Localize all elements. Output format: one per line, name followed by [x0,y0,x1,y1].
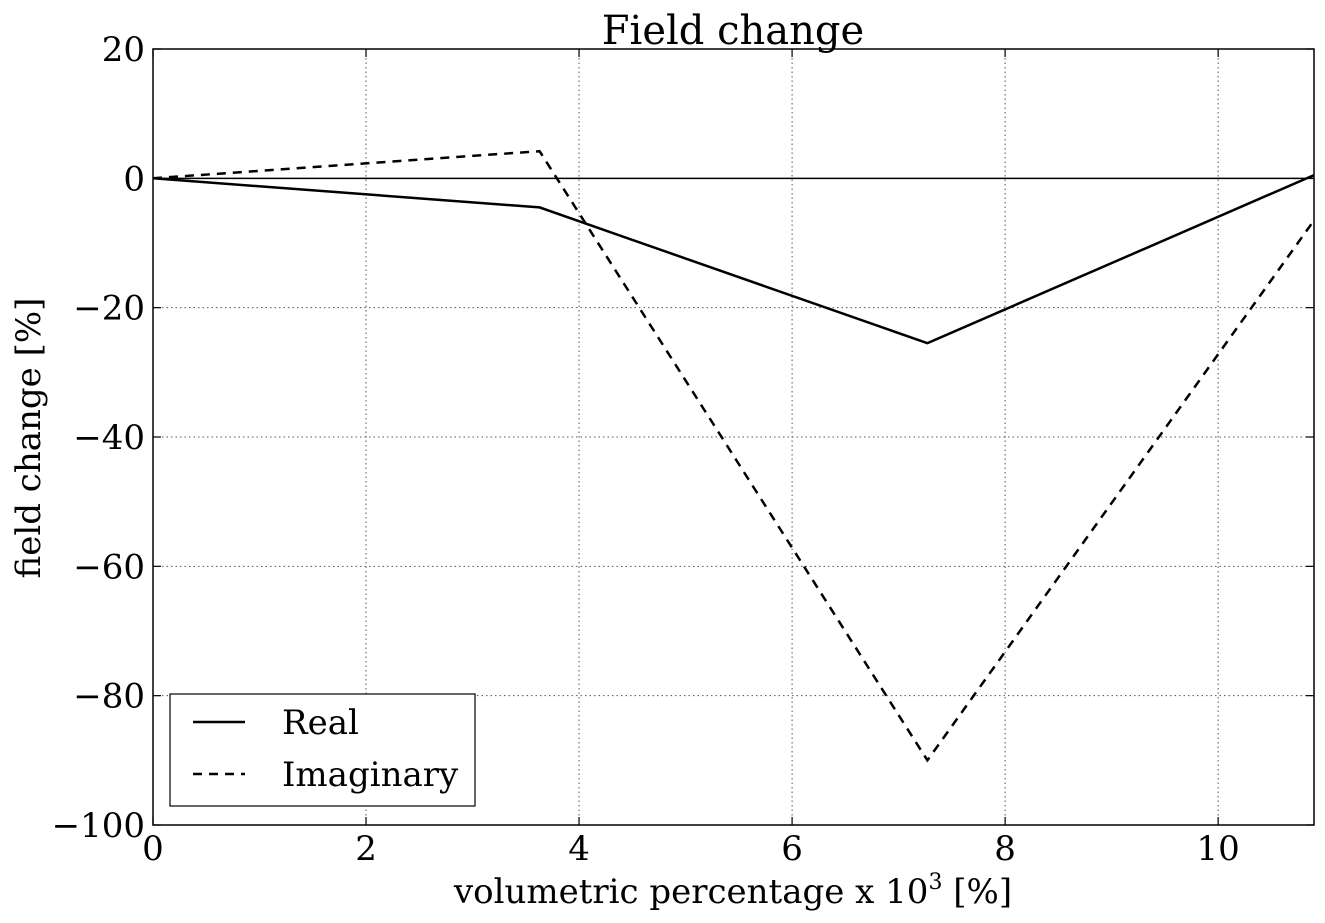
legend-box [169,693,476,807]
x-tick-label: 2 [355,829,377,869]
axis-ticks [152,48,1314,826]
x-axis-label: volumetric percentage x 103 [%] [453,870,1012,912]
y-tick-label: 20 [102,30,145,70]
x-axis-label-main: volumetric percentage x 10 [453,872,929,912]
y-axis-label: field change [%] [9,298,49,579]
y-tick-label: 0 [123,159,145,199]
legend-label-imaginary: Imaginary [282,755,459,795]
chart-title: Field change [602,8,864,54]
y-tick-label: −60 [73,547,145,587]
x-tick-label: 8 [994,829,1016,869]
y-tick-label: −20 [73,289,145,329]
x-tick-label: 10 [1197,829,1240,869]
series-line-real [152,173,1315,345]
series-lines [152,149,1316,763]
x-tick-label: 0 [142,829,164,869]
y-tick-label: −40 [73,418,145,458]
x-tick-label: 6 [781,829,803,869]
y-tick-label: −80 [73,677,145,717]
y-tick-label: −100 [52,806,145,846]
legend: Real Imaginary [169,693,476,807]
series-line-imaginary [152,149,1316,763]
x-tick-labels: 0 2 4 6 8 10 [142,829,1240,869]
x-tick-label: 4 [568,829,590,869]
x-axis-label-unit: [%] [942,872,1012,912]
legend-label-real: Real [282,703,359,743]
x-axis-label-exponent: 3 [928,870,942,895]
y-tick-labels: 20 0 −20 −40 −60 −80 −100 [52,30,145,846]
